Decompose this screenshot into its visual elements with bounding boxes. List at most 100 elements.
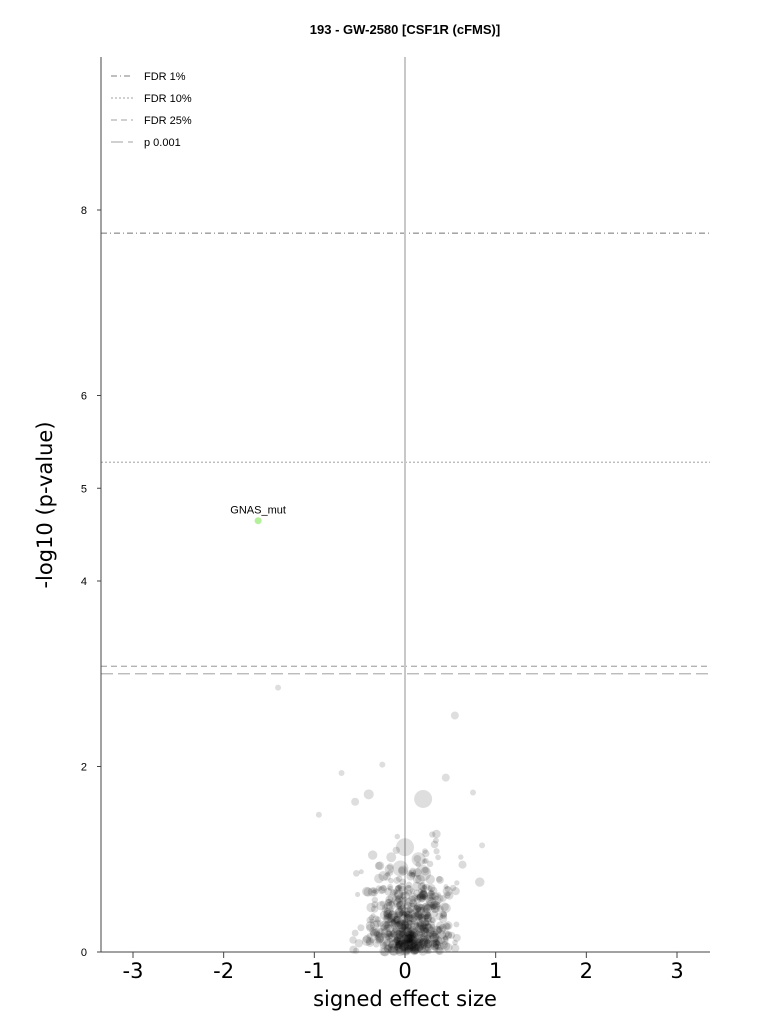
data-point-286 <box>389 910 395 916</box>
data-point-421 <box>399 910 406 916</box>
data-point-485 <box>402 926 413 937</box>
data-point-497 <box>420 931 430 942</box>
data-point-47 <box>439 910 447 919</box>
data-point-345 <box>399 919 410 930</box>
data-point-223 <box>403 927 412 937</box>
data-point-213 <box>427 920 436 930</box>
data-point-297 <box>370 887 378 894</box>
data-point-360 <box>404 912 410 918</box>
data-point-362 <box>405 935 414 944</box>
data-point-407 <box>407 919 413 926</box>
data-point-37 <box>422 849 430 858</box>
data-point-327 <box>403 885 414 895</box>
data-point-445 <box>425 934 432 941</box>
data-point-285 <box>400 942 409 951</box>
data-point-574 <box>391 895 402 905</box>
data-point-240 <box>423 917 432 926</box>
data-point-633 <box>351 797 360 806</box>
data-point-477 <box>430 939 438 947</box>
data-point-434 <box>436 875 443 883</box>
data-point-166 <box>386 924 395 933</box>
data-point-45 <box>435 854 441 861</box>
data-point-584 <box>406 939 414 947</box>
data-point-529 <box>414 905 422 913</box>
data-point-310 <box>410 902 416 908</box>
data-point-0 <box>431 901 441 911</box>
data-point-340 <box>393 936 401 944</box>
data-point-273 <box>414 930 421 937</box>
data-point-140 <box>408 943 416 952</box>
data-point-165 <box>419 889 428 899</box>
data-point-490 <box>447 931 456 939</box>
data-point-572 <box>400 892 407 899</box>
data-point-341 <box>425 874 435 885</box>
data-point-605 <box>393 936 400 943</box>
data-point-235 <box>385 930 393 938</box>
data-point-137 <box>372 888 379 895</box>
data-point-145 <box>387 943 397 953</box>
data-point-448 <box>475 877 485 887</box>
data-point-48 <box>425 929 432 936</box>
data-point-330 <box>404 901 412 910</box>
data-point-424 <box>371 901 379 908</box>
data-point-465 <box>398 942 409 953</box>
data-point-320 <box>421 902 431 913</box>
data-point-395 <box>434 894 444 904</box>
data-point-366 <box>458 854 464 860</box>
highlighted-point-label: GNAS_mut <box>230 505 286 517</box>
data-point-613 <box>396 900 406 910</box>
data-point-107 <box>412 874 422 884</box>
data-point-154 <box>369 937 375 944</box>
data-point-39 <box>429 903 436 911</box>
data-point-602 <box>377 886 386 895</box>
data-point-531 <box>394 885 402 892</box>
data-point-114 <box>406 933 415 942</box>
data-point-374 <box>440 912 448 920</box>
data-point-296 <box>408 910 417 919</box>
x-tick-label-2: 2 <box>580 959 593 983</box>
data-point-190 <box>389 946 399 956</box>
data-point-301 <box>394 934 402 942</box>
legend: FDR 1% FDR 10% FDR 25% p 0.001 <box>111 71 192 149</box>
data-point-201 <box>411 936 422 946</box>
data-point-302 <box>388 945 399 956</box>
data-point-460 <box>376 935 382 941</box>
data-point-55 <box>383 938 391 947</box>
data-point-211 <box>391 915 401 925</box>
data-point-487 <box>392 927 398 933</box>
data-point-398 <box>395 884 403 892</box>
data-point-380 <box>366 923 374 932</box>
data-point-207 <box>422 884 428 890</box>
data-point-492 <box>391 931 398 939</box>
data-point-110 <box>423 913 432 923</box>
data-point-463 <box>391 888 398 895</box>
data-point-468 <box>408 930 416 937</box>
data-point-212 <box>423 904 430 910</box>
data-point-102 <box>398 938 405 945</box>
data-point-71 <box>426 896 436 907</box>
data-point-417 <box>423 926 430 934</box>
data-point-475 <box>390 918 397 925</box>
data-point-8 <box>398 910 408 919</box>
data-point-288 <box>372 915 380 923</box>
data-point-339 <box>413 922 423 932</box>
data-point-152 <box>433 943 439 950</box>
data-point-368 <box>394 921 401 929</box>
data-point-168 <box>401 919 410 928</box>
data-point-429 <box>442 886 453 897</box>
data-point-129 <box>426 860 434 868</box>
data-point-347 <box>419 937 429 947</box>
data-point-52 <box>417 944 427 954</box>
data-point-266 <box>436 876 444 884</box>
data-point-469 <box>383 943 393 953</box>
data-point-261 <box>402 938 409 945</box>
data-point-579 <box>428 939 437 948</box>
data-point-466 <box>375 931 382 938</box>
data-point-56 <box>393 935 399 941</box>
data-point-63 <box>416 924 426 934</box>
data-point-333 <box>394 908 404 918</box>
data-point-344 <box>405 929 415 939</box>
data-point-545 <box>430 840 439 849</box>
data-point-295 <box>383 902 393 912</box>
data-point-378 <box>431 938 441 948</box>
